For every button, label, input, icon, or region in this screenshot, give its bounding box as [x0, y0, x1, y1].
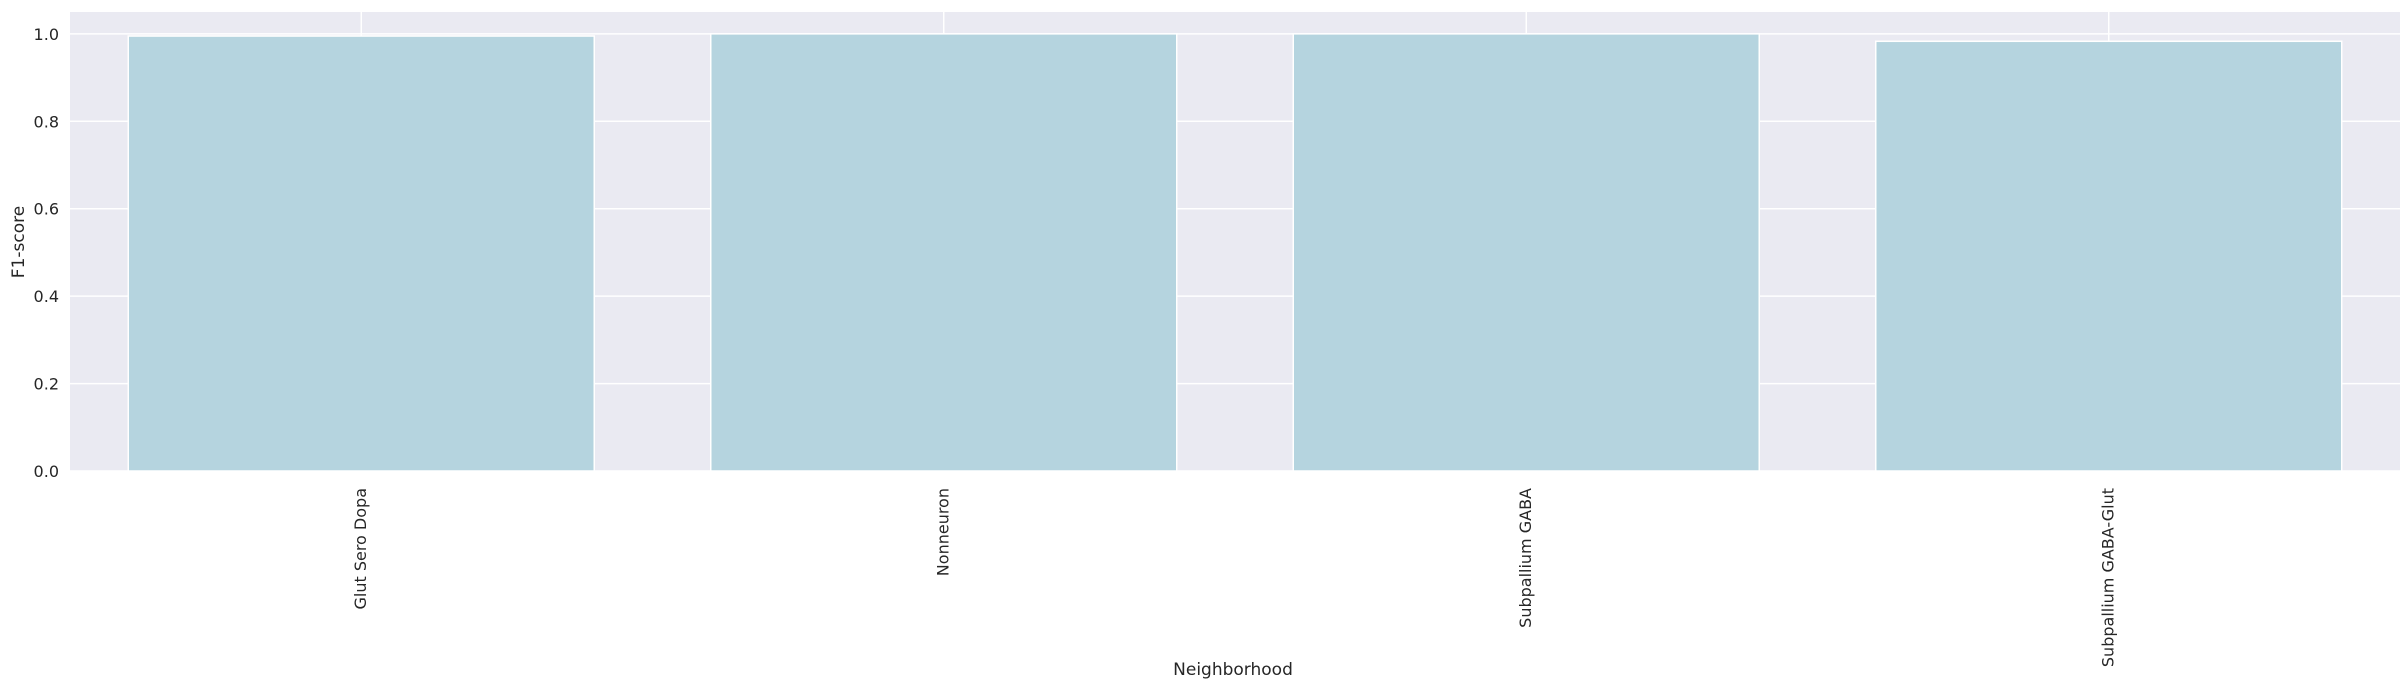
y-tick-label: 0.4 — [34, 287, 59, 306]
y-tick-label: 1.0 — [34, 25, 59, 44]
bar — [1292, 33, 1760, 472]
y-tick-label: 0.6 — [34, 200, 59, 219]
x-tick-label: Nonneuron — [933, 488, 952, 576]
y-tick-label: 0.8 — [34, 112, 59, 131]
x-tick-label: Glut Sero Dopa — [351, 488, 370, 610]
y-tick-label: 0.0 — [34, 462, 59, 481]
y-tick-label: 0.2 — [34, 375, 59, 394]
x-axis-ticks: Glut Sero Dopa Nonneuron Subpallium GABA Su… — [351, 488, 2118, 667]
y-axis-label: F1-score — [9, 206, 29, 278]
bars — [127, 33, 2343, 472]
bar — [710, 33, 1178, 472]
x-tick-label: Subpallium GABA-Glut — [2098, 488, 2117, 667]
bar — [127, 35, 595, 472]
y-axis-ticks: 0.0 0.2 0.4 0.6 0.8 1.0 — [34, 25, 59, 481]
x-axis-label: Neighborhood — [1173, 660, 1293, 680]
bar — [1875, 40, 2343, 472]
x-tick-label: Subpallium GABA — [1516, 488, 1535, 628]
